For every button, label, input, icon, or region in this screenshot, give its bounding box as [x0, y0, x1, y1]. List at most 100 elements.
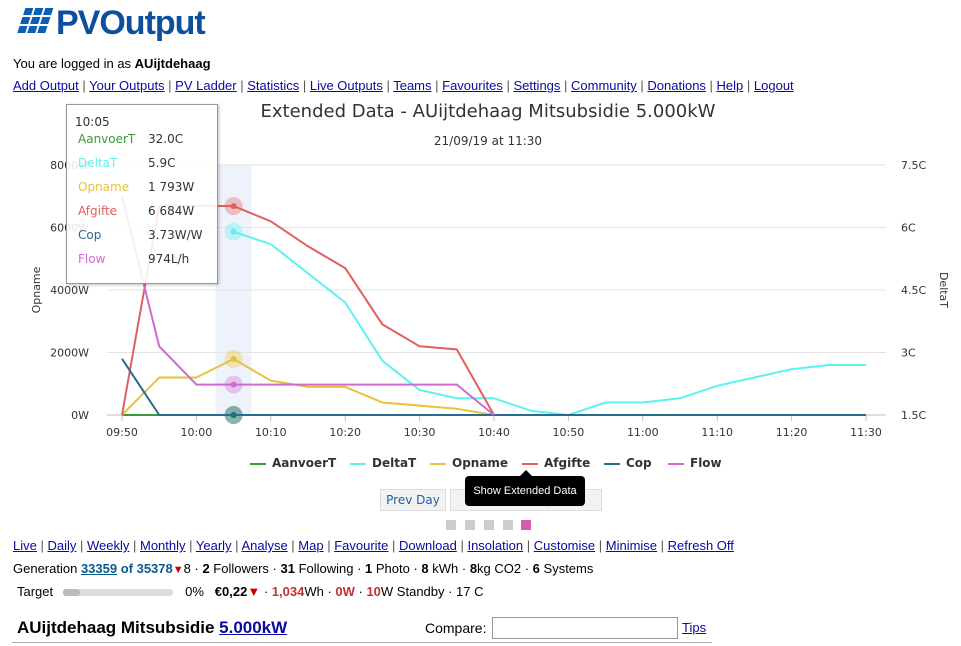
nav-separator: | — [78, 78, 90, 93]
kwh-count: 8 — [421, 561, 429, 576]
y-right-tick-label: 4.5C — [901, 284, 926, 297]
tooltip-arrow — [519, 470, 533, 477]
power-dot: · — [354, 584, 367, 599]
x-tick-label: 10:40 — [478, 426, 510, 439]
chart-page-dot-1[interactable] — [446, 520, 456, 530]
nav-link-donations[interactable]: Donations — [647, 78, 706, 93]
nav-separator: | — [636, 78, 648, 93]
view-link-minimise[interactable]: Minimise — [605, 538, 658, 553]
chart-tooltip: 10:05 AanvoerT 32.0C DeltaT 5.9C Opname 1 793… — [66, 104, 218, 284]
tips-link[interactable]: Tips — [682, 620, 707, 635]
view-links: Live | Daily | Weekly | Monthly | Yearly… — [13, 538, 734, 553]
login-status: You are logged in as AUijtdehaag — [13, 56, 211, 71]
money-saved: €0,22 — [214, 584, 248, 599]
nav-link-favourites[interactable]: Favourites — [442, 78, 503, 93]
view-link-live[interactable]: Live — [13, 538, 37, 553]
compare-input[interactable] — [492, 617, 678, 639]
chart-page-dot-5-active[interactable] — [521, 520, 531, 530]
legend-label: Opname — [452, 456, 509, 470]
nav-link-community[interactable]: Community — [571, 78, 637, 93]
tooltip-value: 5.9C — [148, 156, 176, 170]
legend-swatch — [250, 462, 266, 465]
view-link-yearly[interactable]: Yearly — [195, 538, 232, 553]
power-w: 0W — [335, 584, 355, 599]
system-size-link[interactable]: 5.000kW — [219, 618, 288, 637]
view-link-weekly[interactable]: Weekly — [86, 538, 130, 553]
view-link-customise[interactable]: Customise — [533, 538, 596, 553]
y-right-axis-title: DeltaT — [937, 272, 950, 308]
nav-link-help[interactable]: Help — [716, 78, 744, 93]
y-right-tick-label: 7.5C — [901, 159, 926, 172]
nav-link-pv-ladder[interactable]: PV Ladder — [175, 78, 237, 93]
nav-link-add-output[interactable]: Add Output — [13, 78, 79, 93]
co2-label: kg CO2 · — [477, 561, 533, 576]
pvoutput-logo-icon[interactable] — [12, 6, 60, 46]
generation-rank-link[interactable]: 33359 — [80, 561, 118, 576]
nav-separator: | — [164, 78, 176, 93]
nav-separator: | — [236, 78, 248, 93]
chart-page-dot-3[interactable] — [484, 520, 494, 530]
nav-link-your-outputs[interactable]: Your Outputs — [89, 78, 165, 93]
nav-link-live-outputs[interactable]: Live Outputs — [309, 78, 383, 93]
tooltip-label: DeltaT — [78, 156, 118, 170]
nav-link-settings[interactable]: Settings — [513, 78, 561, 93]
y-right-tick-label: 6C — [901, 222, 916, 235]
nav-link-statistics[interactable]: Statistics — [247, 78, 300, 93]
nav-separator: | — [657, 538, 668, 553]
nav-separator: | — [456, 538, 468, 553]
nav-separator: | — [502, 78, 514, 93]
stats-dot: · — [194, 561, 203, 576]
x-tick-label: 10:50 — [553, 426, 585, 439]
view-link-daily[interactable]: Daily — [47, 538, 77, 553]
show-extended-data-tooltip: Show Extended Data — [465, 476, 585, 506]
view-link-monthly[interactable]: Monthly — [139, 538, 186, 553]
legend-item-flow[interactable]: Flow — [668, 456, 722, 470]
systems-label: Systems — [539, 561, 594, 576]
view-link-analyse[interactable]: Analyse — [241, 538, 288, 553]
view-link-refresh-off[interactable]: Refresh Off — [667, 538, 734, 553]
prev-day-button[interactable]: Prev Day — [380, 489, 446, 511]
legend-item-cop[interactable]: Cop — [604, 456, 652, 470]
nav-separator: | — [129, 538, 140, 553]
x-tick-label: 11:10 — [701, 426, 733, 439]
main-nav: Add Output | Your Outputs | PV Ladder | … — [13, 78, 794, 93]
rank-change: 8 — [183, 561, 191, 576]
view-link-insolation[interactable]: Insolation — [467, 538, 524, 553]
tooltip-value: 3.73W/W — [148, 228, 203, 242]
series-line-deltat — [233, 230, 866, 416]
chart-page-dot-2[interactable] — [465, 520, 475, 530]
series-line-flow — [121, 196, 495, 416]
legend-label: Cop — [626, 456, 652, 470]
chart-page-dot-4[interactable] — [503, 520, 513, 530]
nav-separator: | — [287, 538, 299, 553]
legend-label: Flow — [690, 456, 722, 470]
nav-link-logout[interactable]: Logout — [753, 78, 794, 93]
legend-item-afgifte[interactable]: Afgifte — [522, 456, 590, 470]
view-link-map[interactable]: Map — [298, 538, 324, 553]
legend-item-opname[interactable]: Opname — [430, 456, 508, 470]
nav-separator: | — [36, 538, 48, 553]
legend-item-deltat[interactable]: DeltaT — [350, 456, 416, 470]
x-tick-label: 10:20 — [329, 426, 361, 439]
legend-label: DeltaT — [372, 456, 417, 470]
view-link-download[interactable]: Download — [399, 538, 457, 553]
system-name-text: AUijtdehaag Mitsubsidie — [17, 618, 220, 637]
x-tick-label: 11:30 — [850, 426, 882, 439]
nav-link-teams[interactable]: Teams — [393, 78, 432, 93]
brand-name[interactable]: PVOutput — [56, 4, 206, 42]
generation-label: Generation — [13, 561, 81, 576]
login-prefix: You are logged in as — [13, 56, 135, 71]
chart-title: Extended Data - AUijtdehaag Mitsubsidie … — [260, 101, 716, 122]
extended-data-chart[interactable]: 0W1.5C2000W3C4000W4.5C6000W6C8000W7.5C09… — [0, 150, 961, 450]
rank-down-icon: ▼ — [172, 564, 184, 576]
target-progress-bar — [63, 589, 174, 597]
co2-count: 8 — [469, 561, 478, 576]
following-label: Following · — [294, 561, 366, 576]
legend-item-aanvoert[interactable]: AanvoerT — [250, 456, 336, 470]
legend-label: Afgifte — [544, 456, 591, 470]
legend-label: AanvoerT — [272, 456, 337, 470]
nav-separator: | — [523, 538, 534, 553]
tooltip-time: 10:05 — [75, 115, 110, 129]
view-link-favourite[interactable]: Favourite — [334, 538, 389, 553]
kwh-label: kWh · — [428, 561, 470, 576]
